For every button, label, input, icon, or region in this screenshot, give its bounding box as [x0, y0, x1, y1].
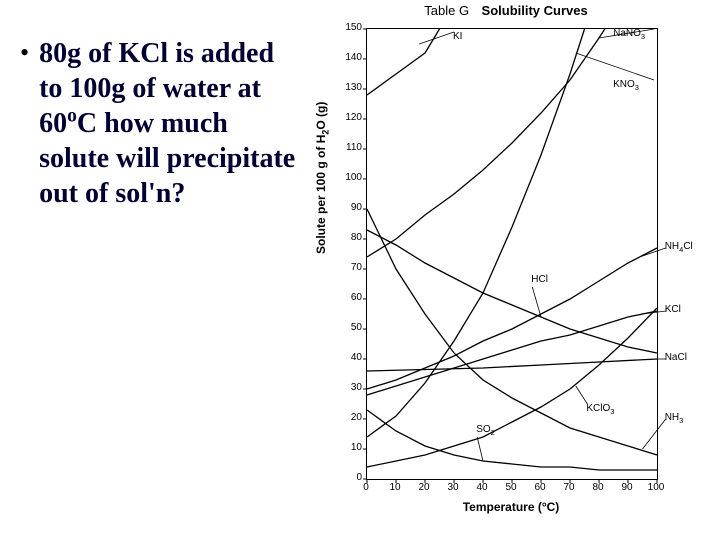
x-tick: 60 [530, 482, 550, 493]
x-tick: 70 [559, 482, 579, 493]
chart-title-main: Solubility Curves [482, 3, 588, 18]
y-tick: 40 [338, 352, 362, 363]
curve-KCl [367, 311, 657, 395]
y-tick: 140 [338, 52, 362, 63]
x-tick: 50 [501, 482, 521, 493]
x-tick: 10 [385, 482, 405, 493]
x-axis-label: Temperature (°C) [366, 500, 656, 514]
curve-NaCl [367, 359, 657, 371]
curve-label-KClO3: KClO3 [586, 403, 614, 414]
curve-label-KCl: KCl [665, 304, 681, 315]
y-tick: 80 [338, 232, 362, 243]
x-tick: 80 [588, 482, 608, 493]
x-tick: 30 [443, 482, 463, 493]
y-axis-label: Solute per 100 g of H2O (g) [314, 102, 328, 254]
y-tick: 20 [338, 412, 362, 423]
y-tick: 110 [338, 142, 362, 153]
curve-label-NaNO3: NaNO3 [613, 28, 645, 39]
curve-label-NH4Cl: NH4Cl [665, 241, 693, 252]
bullet-text: 80g of KCl is added to 100g of water at … [39, 36, 300, 211]
y-tick: 50 [338, 322, 362, 333]
curve-NaNO3 [367, 29, 605, 257]
y-tick: 120 [338, 112, 362, 123]
y-tick: 10 [338, 442, 362, 453]
curve-NH4Cl [367, 248, 657, 389]
x-tick: 100 [646, 482, 666, 493]
chart-title-prefix: Table G [424, 3, 469, 18]
x-tick: 0 [356, 482, 376, 493]
curve-KI [367, 29, 440, 95]
curve-KClO3 [367, 308, 657, 467]
y-tick: 30 [338, 382, 362, 393]
solubility-chart: Table G Solubility Curves Solute per 100… [306, 0, 706, 530]
y-tick: 70 [338, 262, 362, 273]
bullet-item: • 80g of KCl is added to 100g of water a… [20, 36, 300, 211]
bullet-dot-icon: • [20, 36, 29, 70]
y-tick: 100 [338, 172, 362, 183]
x-tick: 90 [617, 482, 637, 493]
y-tick: 90 [338, 202, 362, 213]
bullet-block: • 80g of KCl is added to 100g of water a… [20, 36, 300, 211]
curve-label-NH3: NH3 [665, 412, 684, 423]
chart-title: Table G Solubility Curves [306, 2, 706, 20]
y-tick: 150 [338, 22, 362, 33]
curve-SO2 [367, 410, 657, 470]
curve-label-HCl: HCl [531, 274, 548, 285]
curve-KNO3 [367, 29, 585, 437]
y-tick: 60 [338, 292, 362, 303]
curve-label-NaCl: NaCl [665, 352, 687, 363]
y-tick: 130 [338, 82, 362, 93]
curve-NH3 [367, 209, 657, 455]
curve-label-SO2: SO2 [476, 424, 495, 435]
x-tick: 20 [414, 482, 434, 493]
x-tick: 40 [472, 482, 492, 493]
curve-label-KI: KI [453, 31, 462, 42]
curve-label-KNO3: KNO3 [613, 79, 639, 90]
slide: • 80g of KCl is added to 100g of water a… [0, 0, 720, 540]
